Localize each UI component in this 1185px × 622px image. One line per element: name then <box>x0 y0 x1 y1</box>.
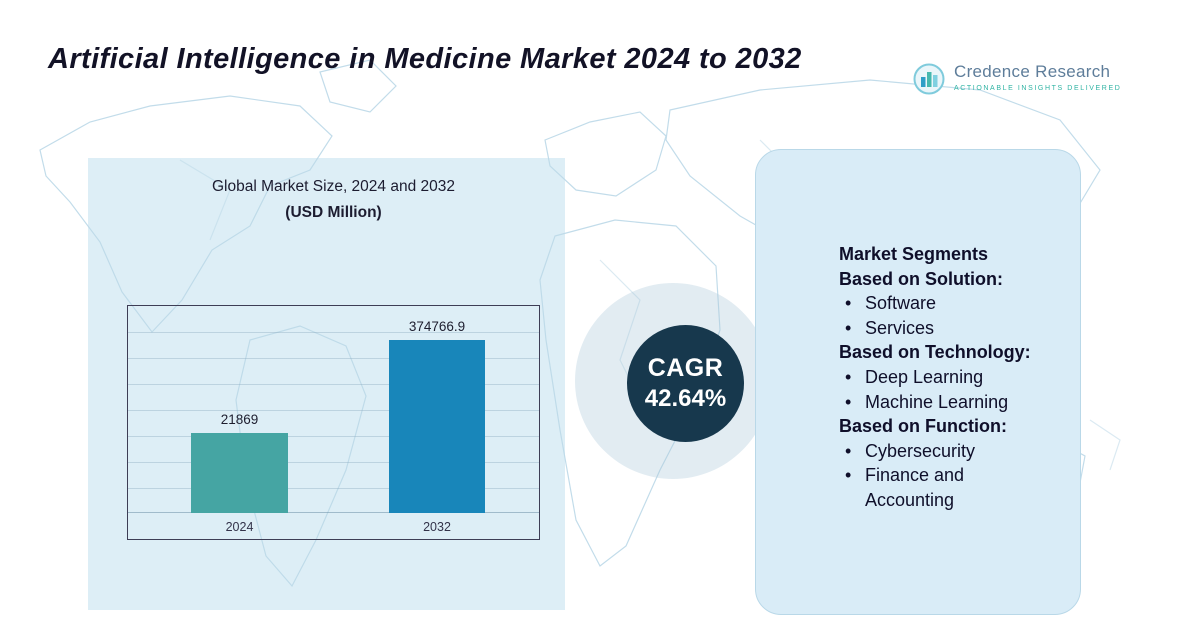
segment-item: Cybersecurity <box>839 439 1015 464</box>
segment-heading-function: Based on Function: <box>839 416 1007 437</box>
cagr-badge: CAGR 42.64% <box>627 325 744 442</box>
segment-item: Services <box>839 316 1015 341</box>
credence-research-logo: Credence Research Actionable Insights De… <box>912 62 1121 96</box>
logo-bar-chart-icon <box>913 63 945 95</box>
segment-heading-solution: Based on Solution: <box>839 268 1003 289</box>
x-axis-label-2024: 2024 <box>225 520 254 534</box>
segments-title: Market Segments <box>839 244 989 264</box>
logo-name: Credence Research <box>954 62 1111 81</box>
bar-value-2032: 374766.9 <box>408 319 466 334</box>
segment-item: Machine Learning <box>839 390 1015 415</box>
market-segments-content: Market Segments Based on Solution: Softw… <box>756 150 1080 513</box>
x-axis-label-2032: 2032 <box>423 520 451 534</box>
bar-2024 <box>191 433 288 513</box>
logo-tagline: Actionable Insights Delivered <box>954 85 1122 92</box>
bar-chart: 21869 374766.9 2024 2032 <box>127 305 540 540</box>
chart-title: Global Market Size, 2024 and 2032 <box>212 178 455 195</box>
segment-item: Software <box>839 291 1015 316</box>
segment-heading-technology: Based on Technology: <box>839 342 1031 363</box>
segment-item: Deep Learning <box>839 365 1015 390</box>
logo-text: Credence Research Actionable Insights De… <box>954 62 1121 92</box>
chart-subtitle: (USD Million) <box>285 204 382 221</box>
cagr-value: 42.64% <box>644 385 727 412</box>
cagr-label: CAGR <box>647 354 724 382</box>
chart-header: Global Market Size, 2024 and 2032 (USD M… <box>127 178 540 222</box>
page-title: Artificial Intelligence in Medicine Mark… <box>48 43 802 75</box>
bar-2032 <box>389 340 485 513</box>
bar-value-2024: 21869 <box>220 412 259 427</box>
market-segments-panel: Market Segments Based on Solution: Softw… <box>755 149 1081 615</box>
segment-item: Finance and Accounting <box>839 463 1015 512</box>
